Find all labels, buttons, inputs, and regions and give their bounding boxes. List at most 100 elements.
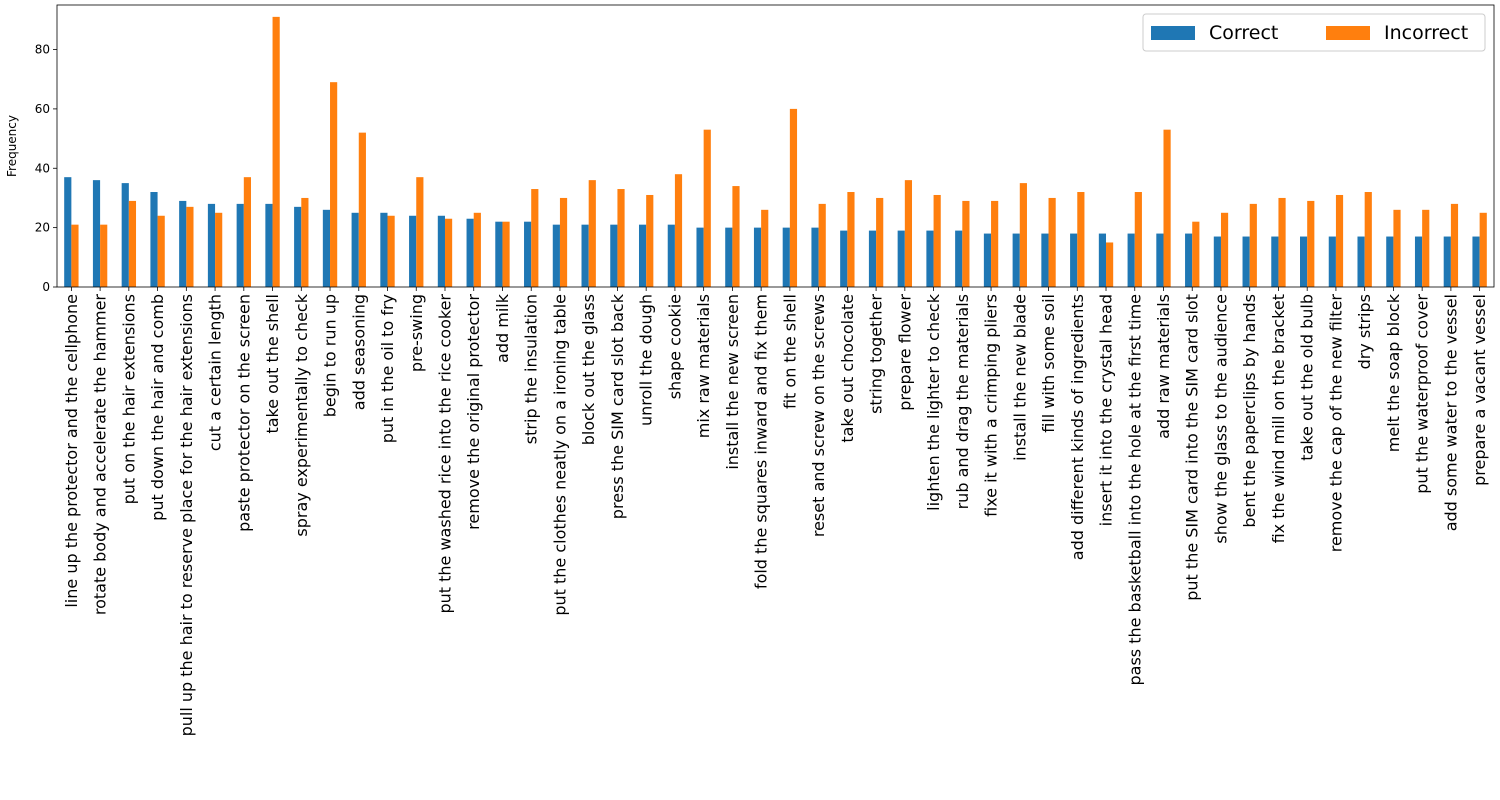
bar-correct-2 <box>121 183 129 287</box>
bar-correct-46 <box>1386 236 1394 287</box>
bar-incorrect-44 <box>1335 194 1344 287</box>
bar-incorrect-46 <box>1393 209 1401 287</box>
bar-incorrect-31 <box>962 200 970 287</box>
x-tick-label: dry strips <box>1355 294 1374 369</box>
x-tick-label: put down the hair and comb <box>148 294 167 521</box>
x-tick-label: add some water to the vessel <box>1441 294 1460 531</box>
bar-incorrect-15 <box>502 221 510 287</box>
x-tick-label: pull up the hair to reserve place for th… <box>177 294 196 736</box>
x-tick-label: mix raw materials <box>694 294 713 438</box>
x-tick-label: add raw materials <box>1154 294 1173 439</box>
bar-correct-39 <box>1185 233 1193 287</box>
bar-correct-17 <box>552 224 560 287</box>
x-tick-label: unroll the dough <box>637 294 656 426</box>
bar-correct-41 <box>1242 236 1250 287</box>
bar-incorrect-20 <box>646 194 654 287</box>
legend: Correct Incorrect <box>1142 13 1486 52</box>
legend-box <box>1142 13 1486 52</box>
bar-correct-35 <box>1070 233 1078 287</box>
bar-correct-34 <box>1041 233 1049 287</box>
x-tick-label: take out chocolate <box>838 294 857 443</box>
bar-correct-18 <box>581 224 589 287</box>
bar-correct-28 <box>868 230 877 287</box>
bar-correct-1 <box>92 180 101 287</box>
y-tick-label: 60 <box>35 102 50 116</box>
bar-incorrect-24 <box>761 209 769 287</box>
bar-correct-22 <box>696 227 704 287</box>
bar-incorrect-14 <box>473 212 481 287</box>
x-tick-label: melt the soap block <box>1384 293 1403 452</box>
x-tick-label: put on the hair extensions <box>119 294 138 504</box>
bar-correct-33 <box>1012 233 1020 287</box>
legend-label-correct: Correct <box>1209 22 1278 44</box>
bar-correct-32 <box>983 233 992 287</box>
bar-incorrect-37 <box>1134 192 1142 287</box>
bar-incorrect-10 <box>358 132 366 287</box>
bar-correct-43 <box>1300 236 1308 287</box>
x-tick-label: block out the glass <box>579 294 598 445</box>
x-tick-label: fix the wind mill on the bracket <box>1269 294 1288 543</box>
x-tick-label: take out the shell <box>263 294 282 434</box>
x-tick-label: insert it into the crystal head <box>1097 294 1116 526</box>
legend-label-incorrect: Incorrect <box>1384 22 1468 44</box>
bar-correct-27 <box>840 230 848 287</box>
bar-correct-9 <box>322 209 331 287</box>
x-tick-label: remove the cap of the new filter <box>1326 294 1345 553</box>
bar-correct-21 <box>667 224 675 287</box>
x-tick-label: install the new blade <box>1010 294 1029 461</box>
x-tick-label: string together <box>867 294 886 414</box>
x-tick-label: reset and screw on the screws <box>809 294 828 537</box>
x-tick-label: install the new screen <box>723 294 742 470</box>
x-tick-label: begin to run up <box>321 294 340 417</box>
x-tick-label: rotate body and accelerate the hammer <box>91 294 110 616</box>
bars-layer <box>64 16 1487 288</box>
x-tick-label: lighten the lighter to check <box>924 293 943 511</box>
bar-correct-24 <box>753 227 762 287</box>
y-tick-label: 0 <box>42 280 50 294</box>
x-tick-label: fill with some soil <box>1039 294 1058 433</box>
bar-correct-47 <box>1414 236 1423 287</box>
bar-correct-29 <box>897 230 905 287</box>
bar-incorrect-2 <box>128 200 137 287</box>
bar-correct-40 <box>1213 236 1221 287</box>
legend-swatch-correct <box>1151 26 1195 40</box>
bar-correct-4 <box>179 200 187 287</box>
x-tick-label: fixe it with a crimping pliers <box>982 294 1001 517</box>
y-tick-label: 40 <box>35 161 50 175</box>
x-tick-label: take out the old bulb <box>1298 294 1317 461</box>
bar-incorrect-26 <box>818 203 826 287</box>
bar-incorrect-35 <box>1077 192 1085 287</box>
x-tick-label: line up the protector and the cellphone <box>62 294 81 608</box>
bar-correct-36 <box>1098 233 1107 287</box>
bar-incorrect-45 <box>1364 192 1372 287</box>
bar-incorrect-1 <box>100 224 108 287</box>
bar-correct-42 <box>1271 236 1279 287</box>
bar-correct-16 <box>524 221 532 287</box>
bar-incorrect-7 <box>272 16 280 288</box>
bar-incorrect-22 <box>703 129 711 287</box>
bar-incorrect-34 <box>1048 197 1056 287</box>
bar-correct-5 <box>207 203 216 287</box>
bar-incorrect-6 <box>243 177 251 287</box>
bar-correct-19 <box>610 224 618 287</box>
y-tick-label: 20 <box>35 221 50 235</box>
bar-correct-45 <box>1357 236 1365 287</box>
x-tick-label: show the glass to the audience <box>1211 294 1230 544</box>
bar-incorrect-13 <box>444 218 453 287</box>
bar-incorrect-8 <box>301 197 309 287</box>
axes-layer <box>53 4 1495 291</box>
y-axis-label: Frequency <box>5 115 19 177</box>
bar-correct-31 <box>955 230 963 287</box>
bar-incorrect-33 <box>1019 183 1027 287</box>
x-tick-label: put the washed rice into the rice cooker <box>435 294 454 614</box>
x-tick-label: put the SIM card into the SIM card slot <box>1183 294 1202 601</box>
y-tick-label: 80 <box>35 43 50 57</box>
bar-correct-0 <box>64 177 72 287</box>
bar-correct-38 <box>1156 233 1164 287</box>
plot-frame <box>56 4 1495 288</box>
x-tick-label: shape cookie <box>665 294 684 399</box>
bar-incorrect-27 <box>847 192 855 287</box>
x-tick-label: pre-swing <box>407 294 426 372</box>
bar-incorrect-12 <box>416 177 424 287</box>
